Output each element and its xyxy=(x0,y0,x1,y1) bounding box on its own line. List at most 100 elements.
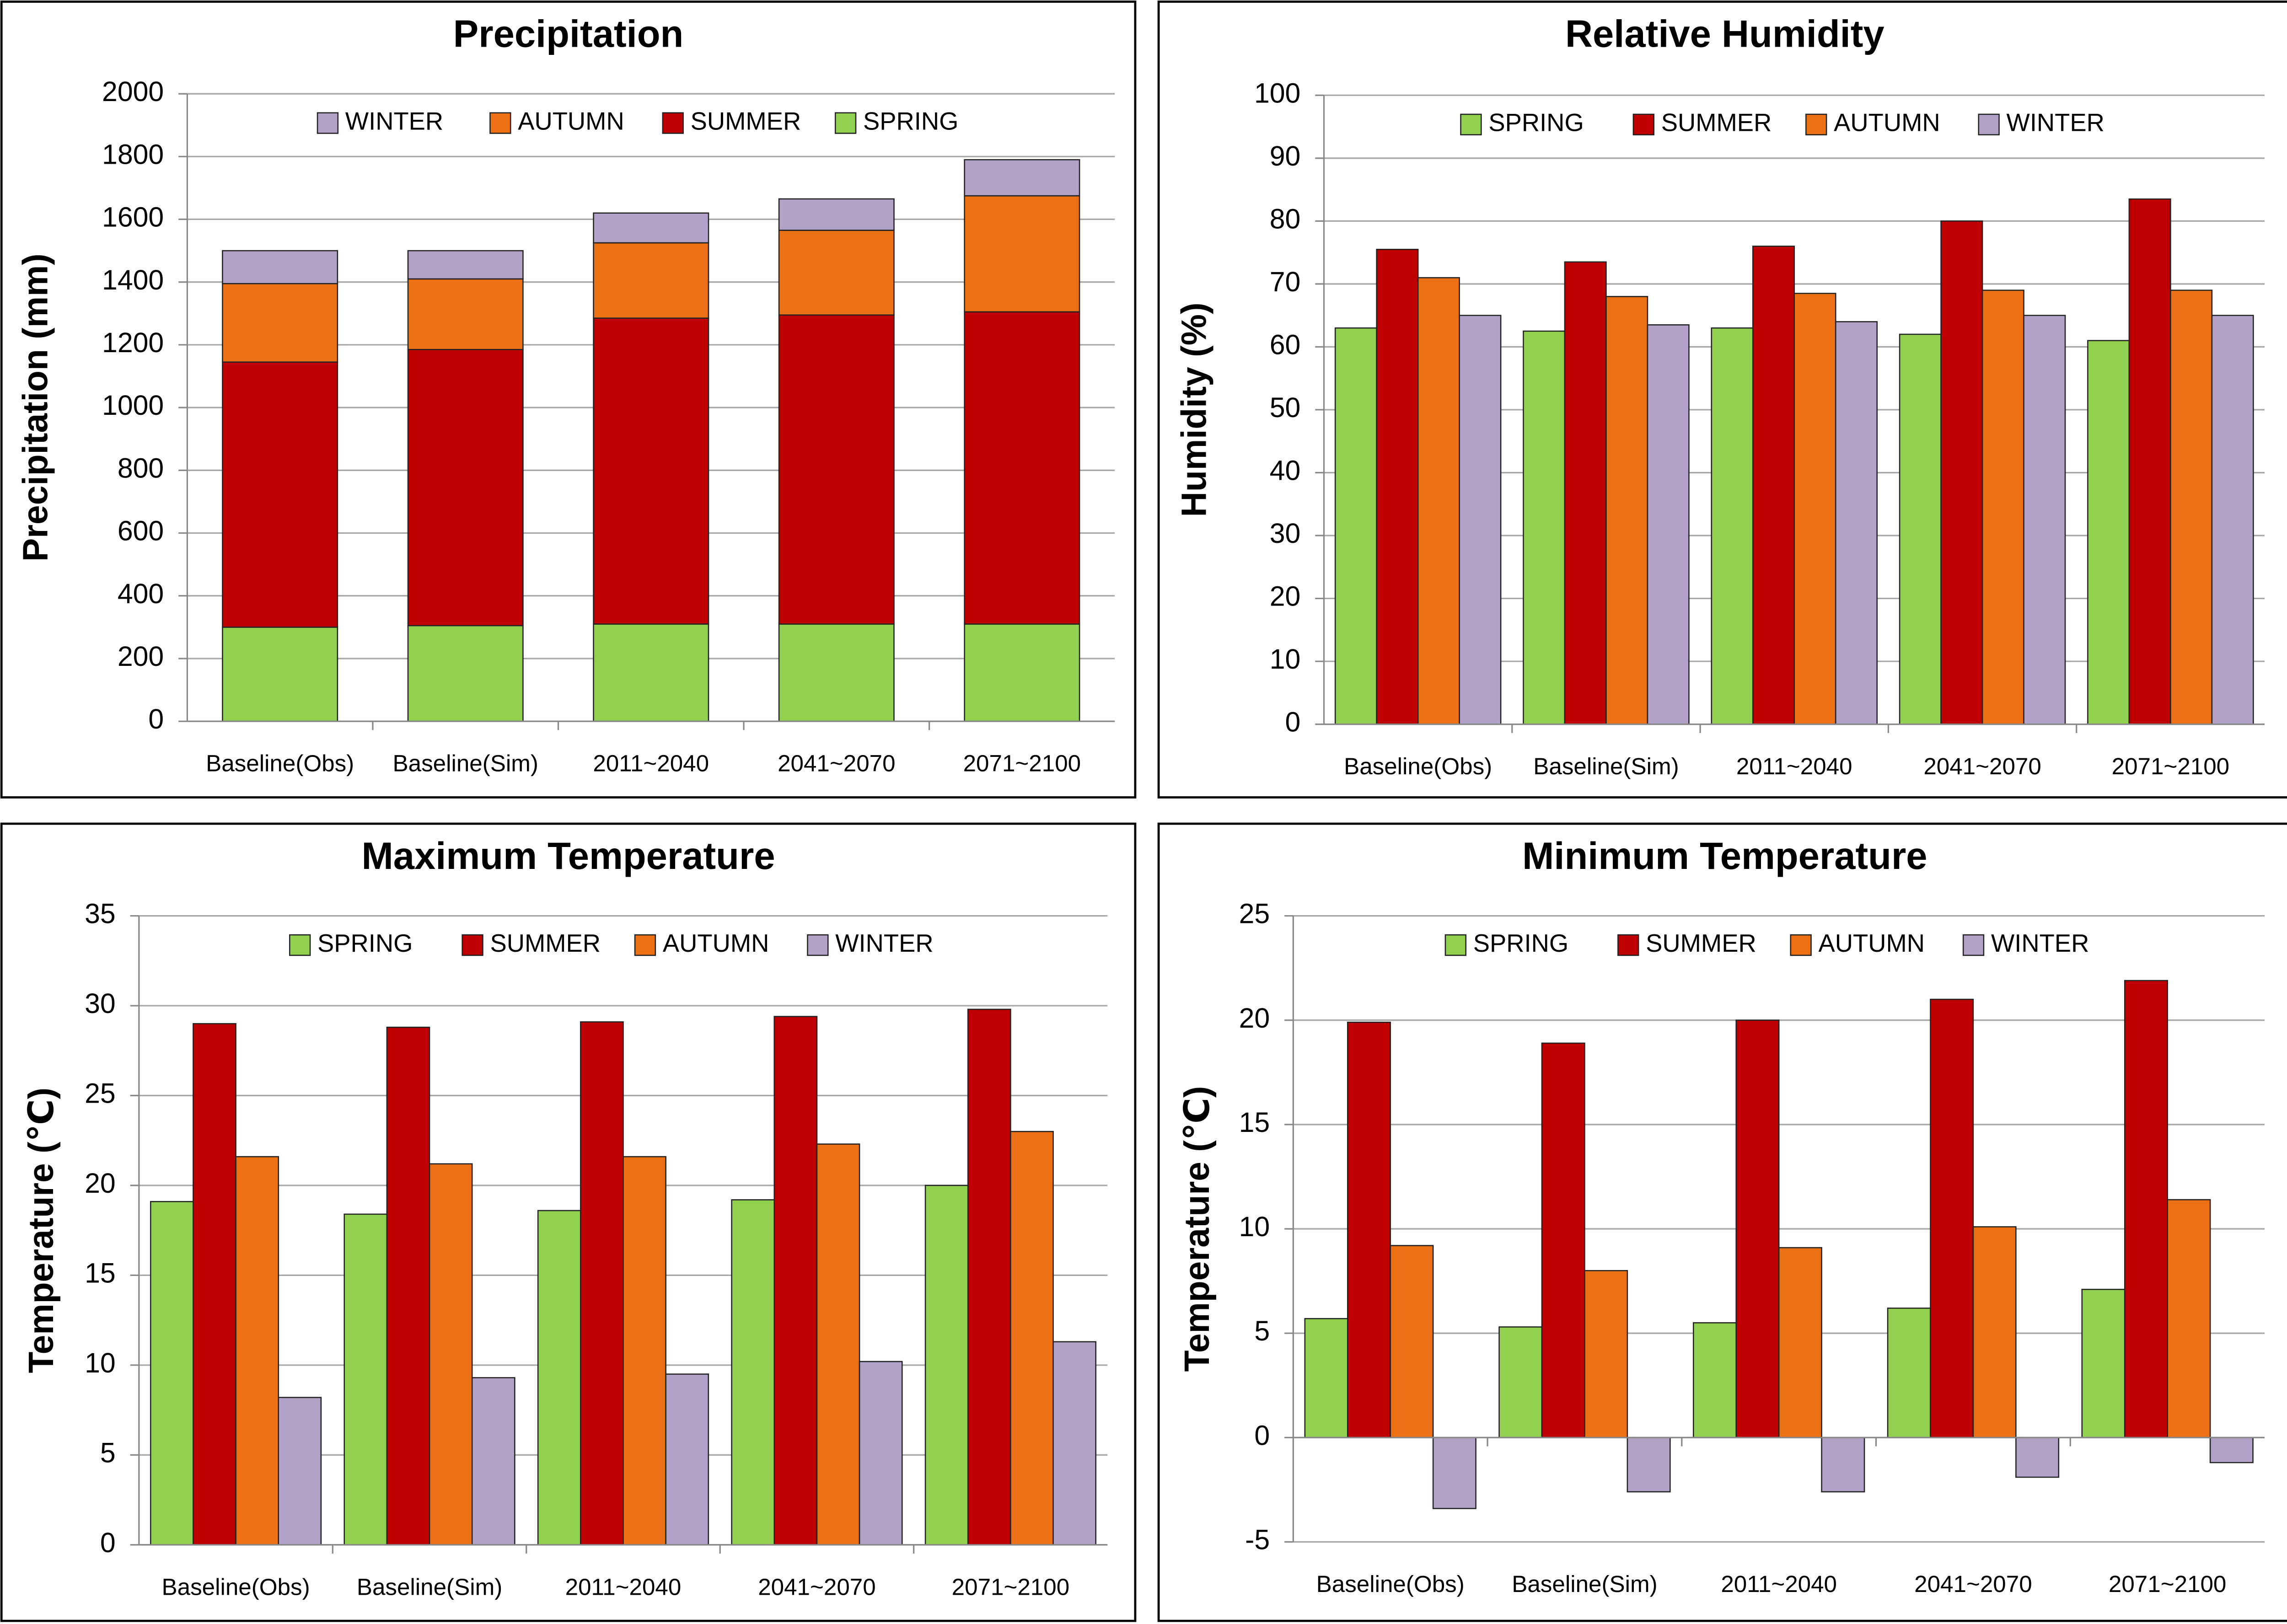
legend-swatch xyxy=(462,934,483,956)
y-tick-label: 20 xyxy=(1239,1002,1270,1034)
x-tick-label: 2041~2070 xyxy=(1923,753,2041,779)
y-tick-label: 30 xyxy=(1270,518,1301,549)
bar xyxy=(537,1210,581,1546)
bar xyxy=(193,1023,236,1546)
bar xyxy=(1972,1226,2017,1438)
y-tick-label: 1400 xyxy=(102,264,164,295)
bar-segment xyxy=(964,195,1080,313)
bar xyxy=(1334,327,1377,725)
legend-swatch xyxy=(1962,934,1985,956)
bar xyxy=(1940,220,1983,725)
bar xyxy=(816,1143,860,1546)
bar xyxy=(429,1163,473,1546)
bar-segment xyxy=(593,317,709,625)
y-tick-label: 600 xyxy=(118,515,164,547)
x-tick-label: Baseline(Sim) xyxy=(1533,753,1679,779)
bar xyxy=(278,1397,322,1546)
bar xyxy=(2211,315,2254,725)
y-axis-label: Temperature (℃) xyxy=(22,1088,61,1373)
bar xyxy=(731,1199,775,1546)
y-axis-label: Temperature (℃) xyxy=(1178,1086,1217,1372)
bar xyxy=(235,1156,279,1546)
bar xyxy=(859,1361,903,1546)
bar xyxy=(1052,1341,1097,1546)
y-tick-label: 1600 xyxy=(102,202,164,233)
legend-label: SUMMER xyxy=(1646,929,1756,957)
bar-segment xyxy=(593,623,709,722)
y-tick-label: 90 xyxy=(1270,140,1301,172)
bar-segment xyxy=(964,159,1080,197)
legend-label: SPRING xyxy=(1488,109,1584,137)
bars xyxy=(222,159,1080,722)
bar xyxy=(2167,1199,2211,1438)
chart-title: Maximum Temperature xyxy=(362,835,775,877)
y-tick-label: 400 xyxy=(118,578,164,609)
legend-swatch xyxy=(1790,934,1812,956)
bar xyxy=(1605,296,1648,725)
x-tick-label: 2041~2070 xyxy=(758,1574,875,1600)
y-tick-label: 20 xyxy=(1270,581,1301,612)
legend-swatch xyxy=(1460,113,1482,135)
y-tick-label: 2000 xyxy=(102,76,164,107)
bar-segment xyxy=(593,212,709,244)
y-tick-label: 10 xyxy=(1270,643,1301,675)
y-tick-label: 1000 xyxy=(102,390,164,421)
bar xyxy=(1899,333,1942,725)
bar xyxy=(1778,1247,1822,1438)
legend-label: AUTUMN xyxy=(1819,929,1925,957)
x-tick-label: 2011~2040 xyxy=(1721,1571,1837,1597)
y-tick-label: 0 xyxy=(148,703,164,734)
x-tick-label: Baseline(Sim) xyxy=(357,1574,502,1600)
legend-swatch xyxy=(634,934,656,956)
bar-segment xyxy=(593,242,709,319)
bar-segment xyxy=(778,623,895,722)
y-tick-label: 25 xyxy=(85,1078,116,1109)
bar-segment xyxy=(222,361,338,628)
bar xyxy=(1981,289,2024,725)
bar xyxy=(1793,293,1836,725)
y-tick-label: 800 xyxy=(118,452,164,483)
legend-label: SPRING xyxy=(1473,929,1568,957)
bar xyxy=(1584,1270,1628,1438)
bar xyxy=(1835,321,1878,725)
y-tick-label: 0 xyxy=(1285,707,1301,738)
bar xyxy=(2124,980,2168,1438)
bar xyxy=(1390,1245,1434,1438)
bar xyxy=(665,1373,709,1546)
legend-label: WINTER xyxy=(1991,929,2089,957)
bar xyxy=(2209,1437,2254,1463)
y-tick-label: 0 xyxy=(100,1527,116,1558)
bar xyxy=(1523,330,1566,725)
legend-label: AUTUMN xyxy=(1834,109,1940,137)
legend-swatch xyxy=(317,112,339,134)
legend-label: AUTUMN xyxy=(518,107,624,135)
y-tick-label: 1200 xyxy=(102,327,164,358)
bar xyxy=(1693,1322,1737,1438)
y-tick-label: 0 xyxy=(1254,1420,1270,1451)
legend-swatch xyxy=(1805,113,1827,135)
y-tick-label: 1800 xyxy=(102,139,164,170)
bar xyxy=(1010,1131,1054,1546)
bar xyxy=(1498,1326,1543,1438)
x-tick-label: 2011~2040 xyxy=(1736,753,1852,779)
bar xyxy=(1647,324,1690,725)
legend-swatch xyxy=(1617,934,1639,956)
bar xyxy=(1711,327,1754,725)
y-axis-label: Precipitation (mm) xyxy=(16,253,55,562)
bar xyxy=(1459,315,1502,725)
bar xyxy=(1821,1437,1865,1493)
bar-segment xyxy=(778,230,895,316)
bar xyxy=(1347,1022,1391,1438)
bar-segment xyxy=(222,283,338,363)
bar-segment xyxy=(407,625,524,722)
bar xyxy=(471,1377,515,1546)
legend-swatch xyxy=(489,112,511,134)
bar xyxy=(580,1021,624,1546)
bar-segment xyxy=(964,623,1080,722)
bar xyxy=(386,1026,430,1546)
legend-label: SPRING xyxy=(863,107,958,135)
bar xyxy=(1417,277,1460,725)
bar xyxy=(2087,340,2130,725)
y-tick-label: 5 xyxy=(1254,1315,1270,1346)
